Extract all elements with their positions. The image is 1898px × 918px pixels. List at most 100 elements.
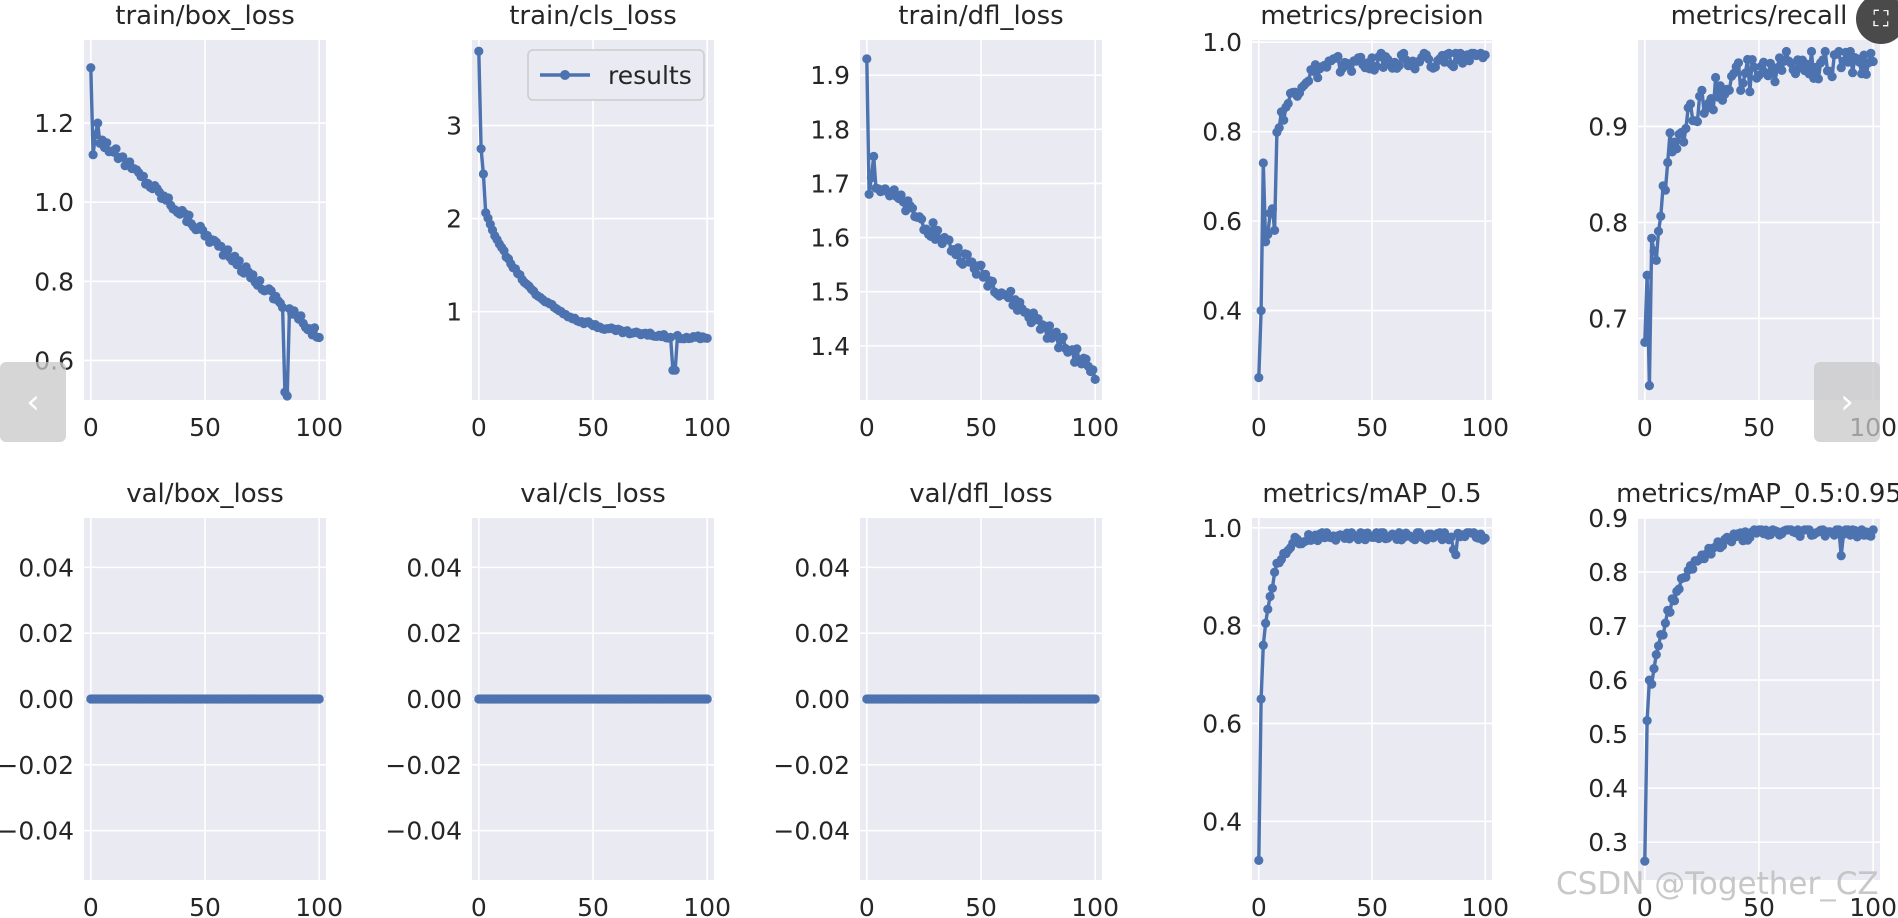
data-point: [1647, 233, 1657, 243]
data-point: [1740, 68, 1750, 78]
data-point: [1745, 87, 1755, 97]
data-point: [1051, 327, 1061, 337]
y-tick-label: −0.04: [773, 817, 850, 846]
data-point: [1090, 374, 1100, 384]
data-point: [1749, 62, 1759, 72]
y-tick-label: 3: [446, 112, 462, 141]
data-point: [1088, 365, 1098, 375]
y-tick-label: 1.4: [810, 332, 850, 361]
data-point: [1660, 185, 1670, 195]
data-point: [314, 694, 324, 704]
y-tick-label: 0.00: [18, 685, 74, 714]
data-point: [1711, 72, 1721, 83]
data-point: [1410, 64, 1420, 74]
data-point: [670, 365, 680, 375]
y-tick-label: 1.8: [810, 115, 850, 144]
y-tick-label: 0.8: [1202, 612, 1242, 641]
y-tick-label: 0.7: [1588, 612, 1628, 641]
subplot-val-box-loss: 0 50 100 −0.04 −0.02 0.00 0.02 0.04 val/box_loss: [0, 479, 343, 918]
data-point: [953, 243, 963, 253]
subplot-title: metrics/recall: [1671, 1, 1848, 31]
x-tick-label: 100: [683, 413, 731, 442]
data-point: [1692, 117, 1702, 127]
data-point: [234, 256, 244, 266]
y-tick-label: 0.02: [794, 619, 850, 648]
data-point: [1843, 57, 1853, 67]
x-tick-label: 0: [859, 893, 875, 918]
x-tick-label: 50: [1743, 893, 1775, 918]
data-point: [1836, 551, 1846, 561]
subplot-title: train/cls_loss: [509, 1, 677, 31]
expand-view-button[interactable]: ⛶: [1856, 0, 1898, 44]
data-point: [476, 144, 486, 154]
data-point: [90, 130, 100, 140]
data-point: [1258, 158, 1268, 168]
data-point: [1263, 229, 1273, 240]
data-point: [223, 245, 233, 255]
data-point: [1424, 54, 1434, 64]
x-tick-label: 50: [1356, 413, 1388, 442]
data-point: [864, 189, 874, 199]
prev-image-button[interactable]: ‹: [0, 362, 66, 442]
data-point: [1663, 157, 1673, 168]
subplot-title: metrics/mAP_0.5:0.95: [1616, 479, 1898, 509]
y-tick-label: 0.02: [18, 619, 74, 648]
data-point: [1651, 255, 1661, 265]
data-point: [1665, 607, 1675, 617]
y-tick-label: 0.4: [1202, 807, 1242, 836]
y-tick-label: 0.3: [1588, 828, 1628, 857]
x-tick-label: 0: [859, 413, 875, 442]
y-tick-label: 0.04: [406, 553, 462, 582]
legend-box: [527, 49, 705, 101]
data-point: [1480, 50, 1490, 60]
data-point: [971, 269, 982, 279]
x-tick-label: 0: [1637, 893, 1653, 918]
data-point: [1708, 105, 1718, 115]
data-point: [1649, 246, 1659, 256]
y-tick-label: −0.02: [385, 751, 462, 780]
data-point: [478, 169, 488, 179]
data-point: [1256, 694, 1266, 704]
x-tick-label: 50: [1743, 413, 1775, 442]
data-point: [102, 138, 112, 148]
subplot-metrics-map-0-5: 0 50 100 0.4 0.6 0.8 1.0 metrics/mAP_0.5: [1202, 479, 1509, 918]
next-image-button[interactable]: ›: [1814, 362, 1880, 442]
data-point: [1651, 650, 1661, 660]
data-point: [702, 694, 712, 704]
data-point: [1669, 596, 1680, 606]
data-point: [1640, 337, 1650, 347]
data-point: [1258, 640, 1268, 650]
data-point: [1759, 57, 1769, 67]
data-point: [1665, 128, 1675, 138]
data-point: [1371, 61, 1382, 71]
data-point: [1818, 55, 1828, 65]
data-point: [184, 210, 194, 220]
data-point: [1854, 57, 1865, 67]
subplot-train-dfl-loss: 0 50 100 1.4 1.5 1.6 1.7 1.8 1.9 train/dfl_loss: [810, 1, 1119, 442]
data-point: [310, 323, 320, 333]
legend: results: [527, 49, 705, 101]
watermark-text: CSDN @Together_CZ: [1556, 866, 1879, 902]
y-tick-label: 0.9: [1588, 504, 1628, 533]
data-point: [278, 302, 288, 313]
y-tick-label: 1.2: [34, 109, 74, 138]
data-point: [93, 118, 103, 128]
data-point: [896, 190, 906, 200]
data-point: [1072, 344, 1082, 354]
subplot-val-dfl-loss: 0 50 100 −0.04 −0.02 0.00 0.02 0.04 val/dfl_loss: [773, 479, 1119, 918]
data-point: [1653, 226, 1664, 236]
y-tick-label: 0.8: [1588, 558, 1628, 587]
x-tick-label: 50: [965, 413, 997, 442]
data-point: [1820, 46, 1830, 57]
y-tick-label: 0.9: [1588, 112, 1628, 141]
data-point: [1649, 664, 1659, 674]
y-tick-label: 0.00: [406, 685, 462, 714]
y-tick-label: 0.8: [1202, 118, 1242, 147]
data-point: [1446, 532, 1456, 542]
data-point: [1279, 115, 1289, 125]
y-tick-label: 0.04: [18, 553, 74, 582]
data-point: [1658, 630, 1668, 640]
data-point: [1770, 77, 1780, 87]
data-point: [1256, 306, 1266, 316]
